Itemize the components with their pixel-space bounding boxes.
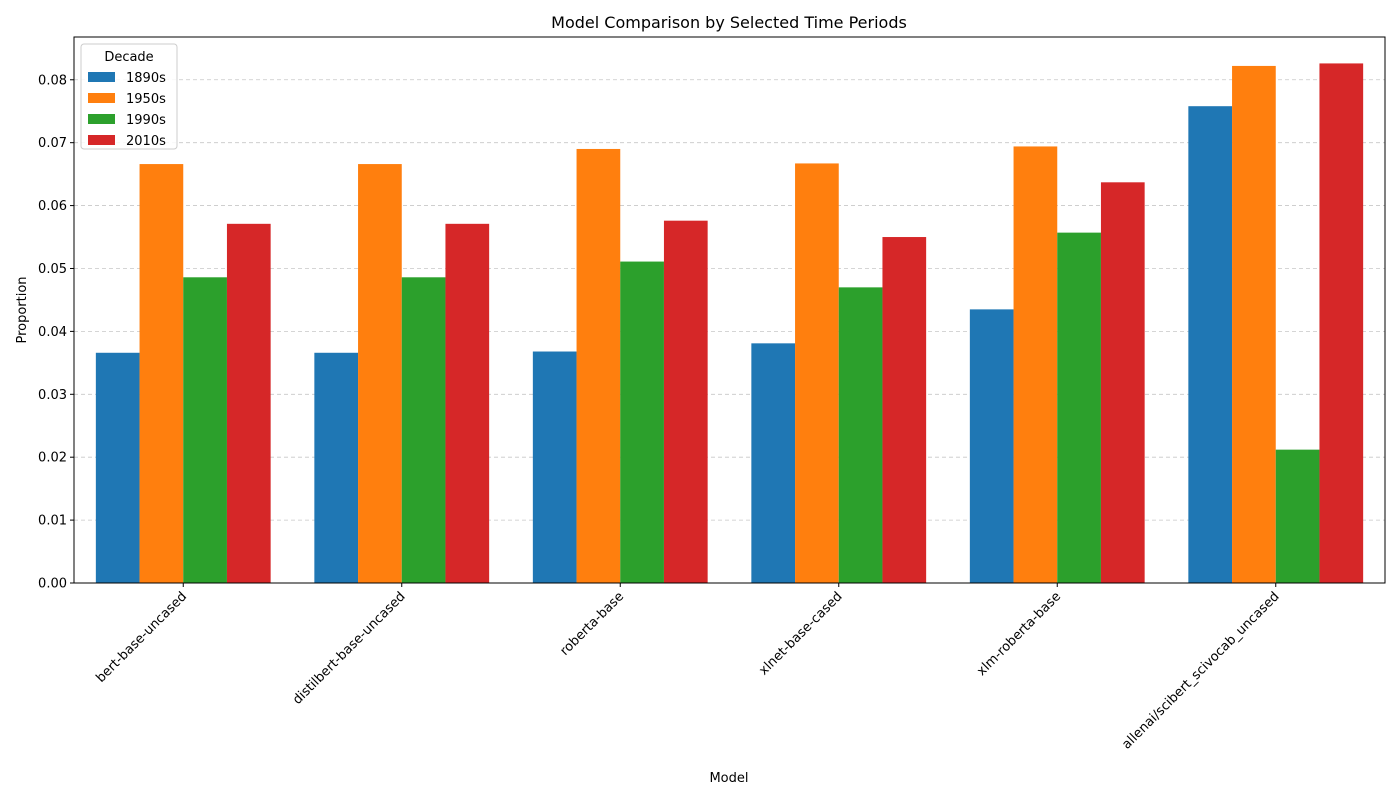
bar xyxy=(445,223,490,584)
bar xyxy=(532,351,577,583)
x-axis-label: Model xyxy=(709,771,748,786)
y-tick-label: 0.04 xyxy=(38,325,67,340)
legend-entry: 1990s xyxy=(126,113,166,128)
bar xyxy=(795,163,839,583)
bar xyxy=(401,277,446,583)
legend: Decade 1890s 1950s 1990s 2010s xyxy=(80,43,178,150)
bar xyxy=(663,220,708,583)
x-tick-label: bert-base-uncased xyxy=(93,589,190,686)
bar xyxy=(1100,182,1145,583)
bar xyxy=(1188,106,1233,584)
x-tick-label: xlm-roberta-base xyxy=(974,589,1064,679)
legend-swatch xyxy=(88,135,115,145)
x-tick-label: distilbert-base-uncased xyxy=(290,589,409,708)
legend-swatch xyxy=(88,72,115,82)
bar xyxy=(751,343,796,583)
y-tick-label: 0.03 xyxy=(38,388,67,403)
bar xyxy=(95,352,140,583)
bar xyxy=(1057,232,1101,583)
bar xyxy=(1232,65,1276,583)
bar xyxy=(139,164,184,583)
plot-frame xyxy=(73,36,1386,584)
y-tick-label: 0.01 xyxy=(38,514,67,529)
x-axis: bert-base-uncased distilbert-base-uncased… xyxy=(93,583,1283,752)
y-tick-label: 0.07 xyxy=(38,136,67,151)
x-tick-label: xlnet-base-cased xyxy=(756,589,845,678)
bar xyxy=(1275,449,1320,583)
y-tick-label: 0.00 xyxy=(38,577,67,592)
y-tick-label: 0.08 xyxy=(38,73,67,88)
bar xyxy=(576,148,621,583)
bar xyxy=(226,223,271,584)
legend-title: Decade xyxy=(104,50,153,65)
legend-entry: 2010s xyxy=(126,134,166,149)
legend-swatch xyxy=(88,114,115,124)
bar xyxy=(314,352,359,583)
x-tick-label: roberta-base xyxy=(558,589,628,659)
legend-swatch xyxy=(88,93,115,103)
y-axis: 0.00 0.01 0.02 0.03 0.04 0.05 0.06 0.07 0.08 xyxy=(38,73,74,592)
y-axis-label: Proportion xyxy=(15,276,30,343)
bar xyxy=(183,277,227,583)
y-tick-label: 0.05 xyxy=(38,262,67,277)
x-tick-label: allenai/scibert_scivocab_uncased xyxy=(1119,589,1282,752)
bar xyxy=(620,261,664,583)
grid xyxy=(74,79,1385,521)
chart-title: Model Comparison by Selected Time Period… xyxy=(551,13,907,32)
bars xyxy=(95,63,1364,584)
bar xyxy=(969,309,1014,583)
y-tick-label: 0.06 xyxy=(38,199,67,214)
bar xyxy=(838,287,883,583)
y-tick-label: 0.02 xyxy=(38,451,67,466)
legend-entry: 1890s xyxy=(126,71,166,86)
bar xyxy=(882,237,927,583)
legend-entry: 1950s xyxy=(126,92,166,107)
bar xyxy=(1319,63,1364,583)
bar xyxy=(358,164,402,583)
bar xyxy=(1013,146,1058,584)
